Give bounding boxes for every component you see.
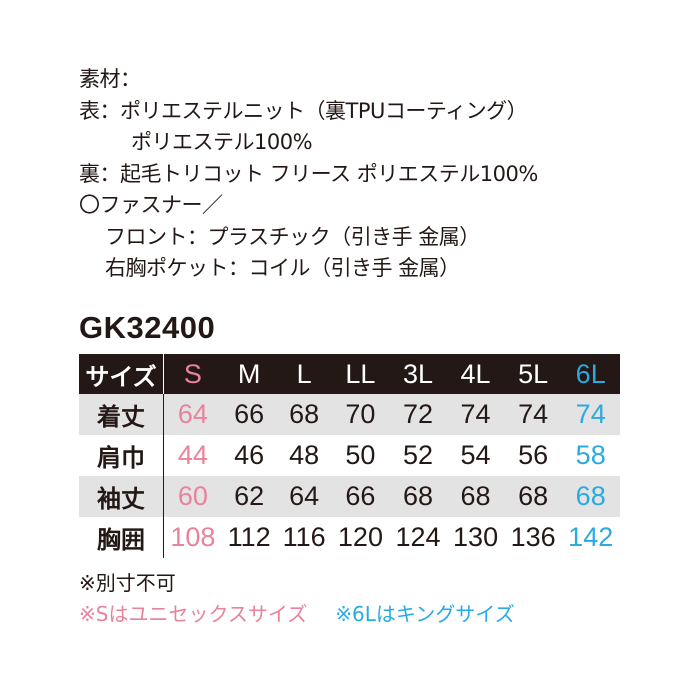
note-6l-king: ※6Lはキングサイズ (335, 602, 515, 626)
materials-heading: 素材： (79, 67, 141, 91)
table-cell: 66 (345, 481, 376, 511)
size-header-label: サイズ (79, 354, 164, 394)
table-cell: 68 (289, 399, 320, 429)
table-cell: 74 (460, 399, 491, 429)
table-cell: 68 (460, 481, 491, 511)
table-cell: 64 (177, 399, 208, 429)
table-cell: 72 (402, 399, 434, 429)
materials-section: 素材： 表：ポリエステルニット（裏TPUコーティング） ポリエステル100% 裏… (79, 64, 538, 285)
table-row: 袖丈 60 62 64 66 68 68 68 68 (79, 476, 620, 517)
table-cell: 62 (234, 481, 265, 511)
table-cell: 74 (518, 399, 549, 429)
table-cell: 64 (289, 481, 320, 511)
model-number: GK32400 (79, 310, 216, 345)
notes: ※別寸不可 ※Sはユニセックスサイズ ※6Lはキングサイズ (79, 568, 515, 630)
note-s-unisex: ※Sはユニセックスサイズ (79, 602, 308, 626)
table-cell: 44 (177, 440, 208, 470)
table-row: 肩巾 44 46 48 50 52 54 56 58 (79, 435, 620, 476)
size-6l: 6L (575, 358, 606, 389)
table-cell: 68 (518, 481, 549, 511)
row-label: 着丈 (79, 394, 164, 435)
size-header-row: サイズ S M L LL 3L 4L 5L 6L (79, 354, 620, 394)
size-5l: 5L (518, 358, 549, 389)
table-cell: 56 (518, 440, 549, 470)
fastener-front: フロント：プラスチック（引き手 金属） (105, 224, 480, 249)
fastener-heading: 〇ファスナー／ (79, 193, 223, 217)
table-cell: 52 (402, 440, 434, 470)
outer-fabric-composition: ポリエステル100% (131, 130, 313, 154)
row-label: 袖丈 (79, 476, 164, 517)
table-cell: 136 (510, 522, 556, 552)
size-table: サイズ S M L LL 3L 4L 5L 6L 着丈 64 66 68 70 72 74 7… (79, 354, 620, 558)
table-cell: 130 (453, 522, 499, 552)
size-m: M (237, 358, 261, 389)
table-cell: 54 (460, 440, 491, 470)
table-cell: 120 (337, 522, 383, 552)
table-cell: 50 (345, 440, 376, 470)
lining-fabric: 裏：起毛トリコット フリース ポリエステル100% (79, 161, 538, 186)
row-label: 肩巾 (79, 435, 164, 476)
table-cell: 60 (177, 481, 208, 511)
size-4l: 4L (460, 358, 491, 389)
table-cell: 68 (402, 481, 434, 511)
table-cell: 108 (170, 522, 216, 552)
outer-fabric: 表：ポリエステルニット（裏TPUコーティング） (79, 98, 528, 123)
table-cell: 46 (234, 440, 265, 470)
table-cell: 68 (575, 481, 606, 511)
row-label: 胸囲 (79, 517, 164, 558)
table-cell: 48 (289, 440, 320, 470)
table-cell: 66 (234, 399, 265, 429)
table-cell: 58 (575, 440, 606, 470)
table-cell: 112 (227, 522, 271, 552)
size-ll: LL (345, 358, 376, 389)
table-cell: 70 (345, 399, 376, 429)
fastener-pocket: 右胸ポケット：コイル（引き手 金属） (105, 256, 460, 280)
table-row: 着丈 64 66 68 70 72 74 74 74 (79, 394, 620, 435)
size-l: L (296, 358, 312, 389)
size-s: S (183, 358, 202, 389)
note-no-custom: ※別寸不可 (79, 571, 176, 595)
table-row: 胸囲 108 112 116 120 124 130 136 142 (79, 517, 620, 558)
table-cell: 124 (395, 522, 441, 552)
table-cell: 74 (575, 399, 606, 429)
table-cell: 116 (282, 522, 326, 552)
table-cell: 142 (568, 522, 614, 552)
size-3l: 3L (402, 358, 434, 389)
